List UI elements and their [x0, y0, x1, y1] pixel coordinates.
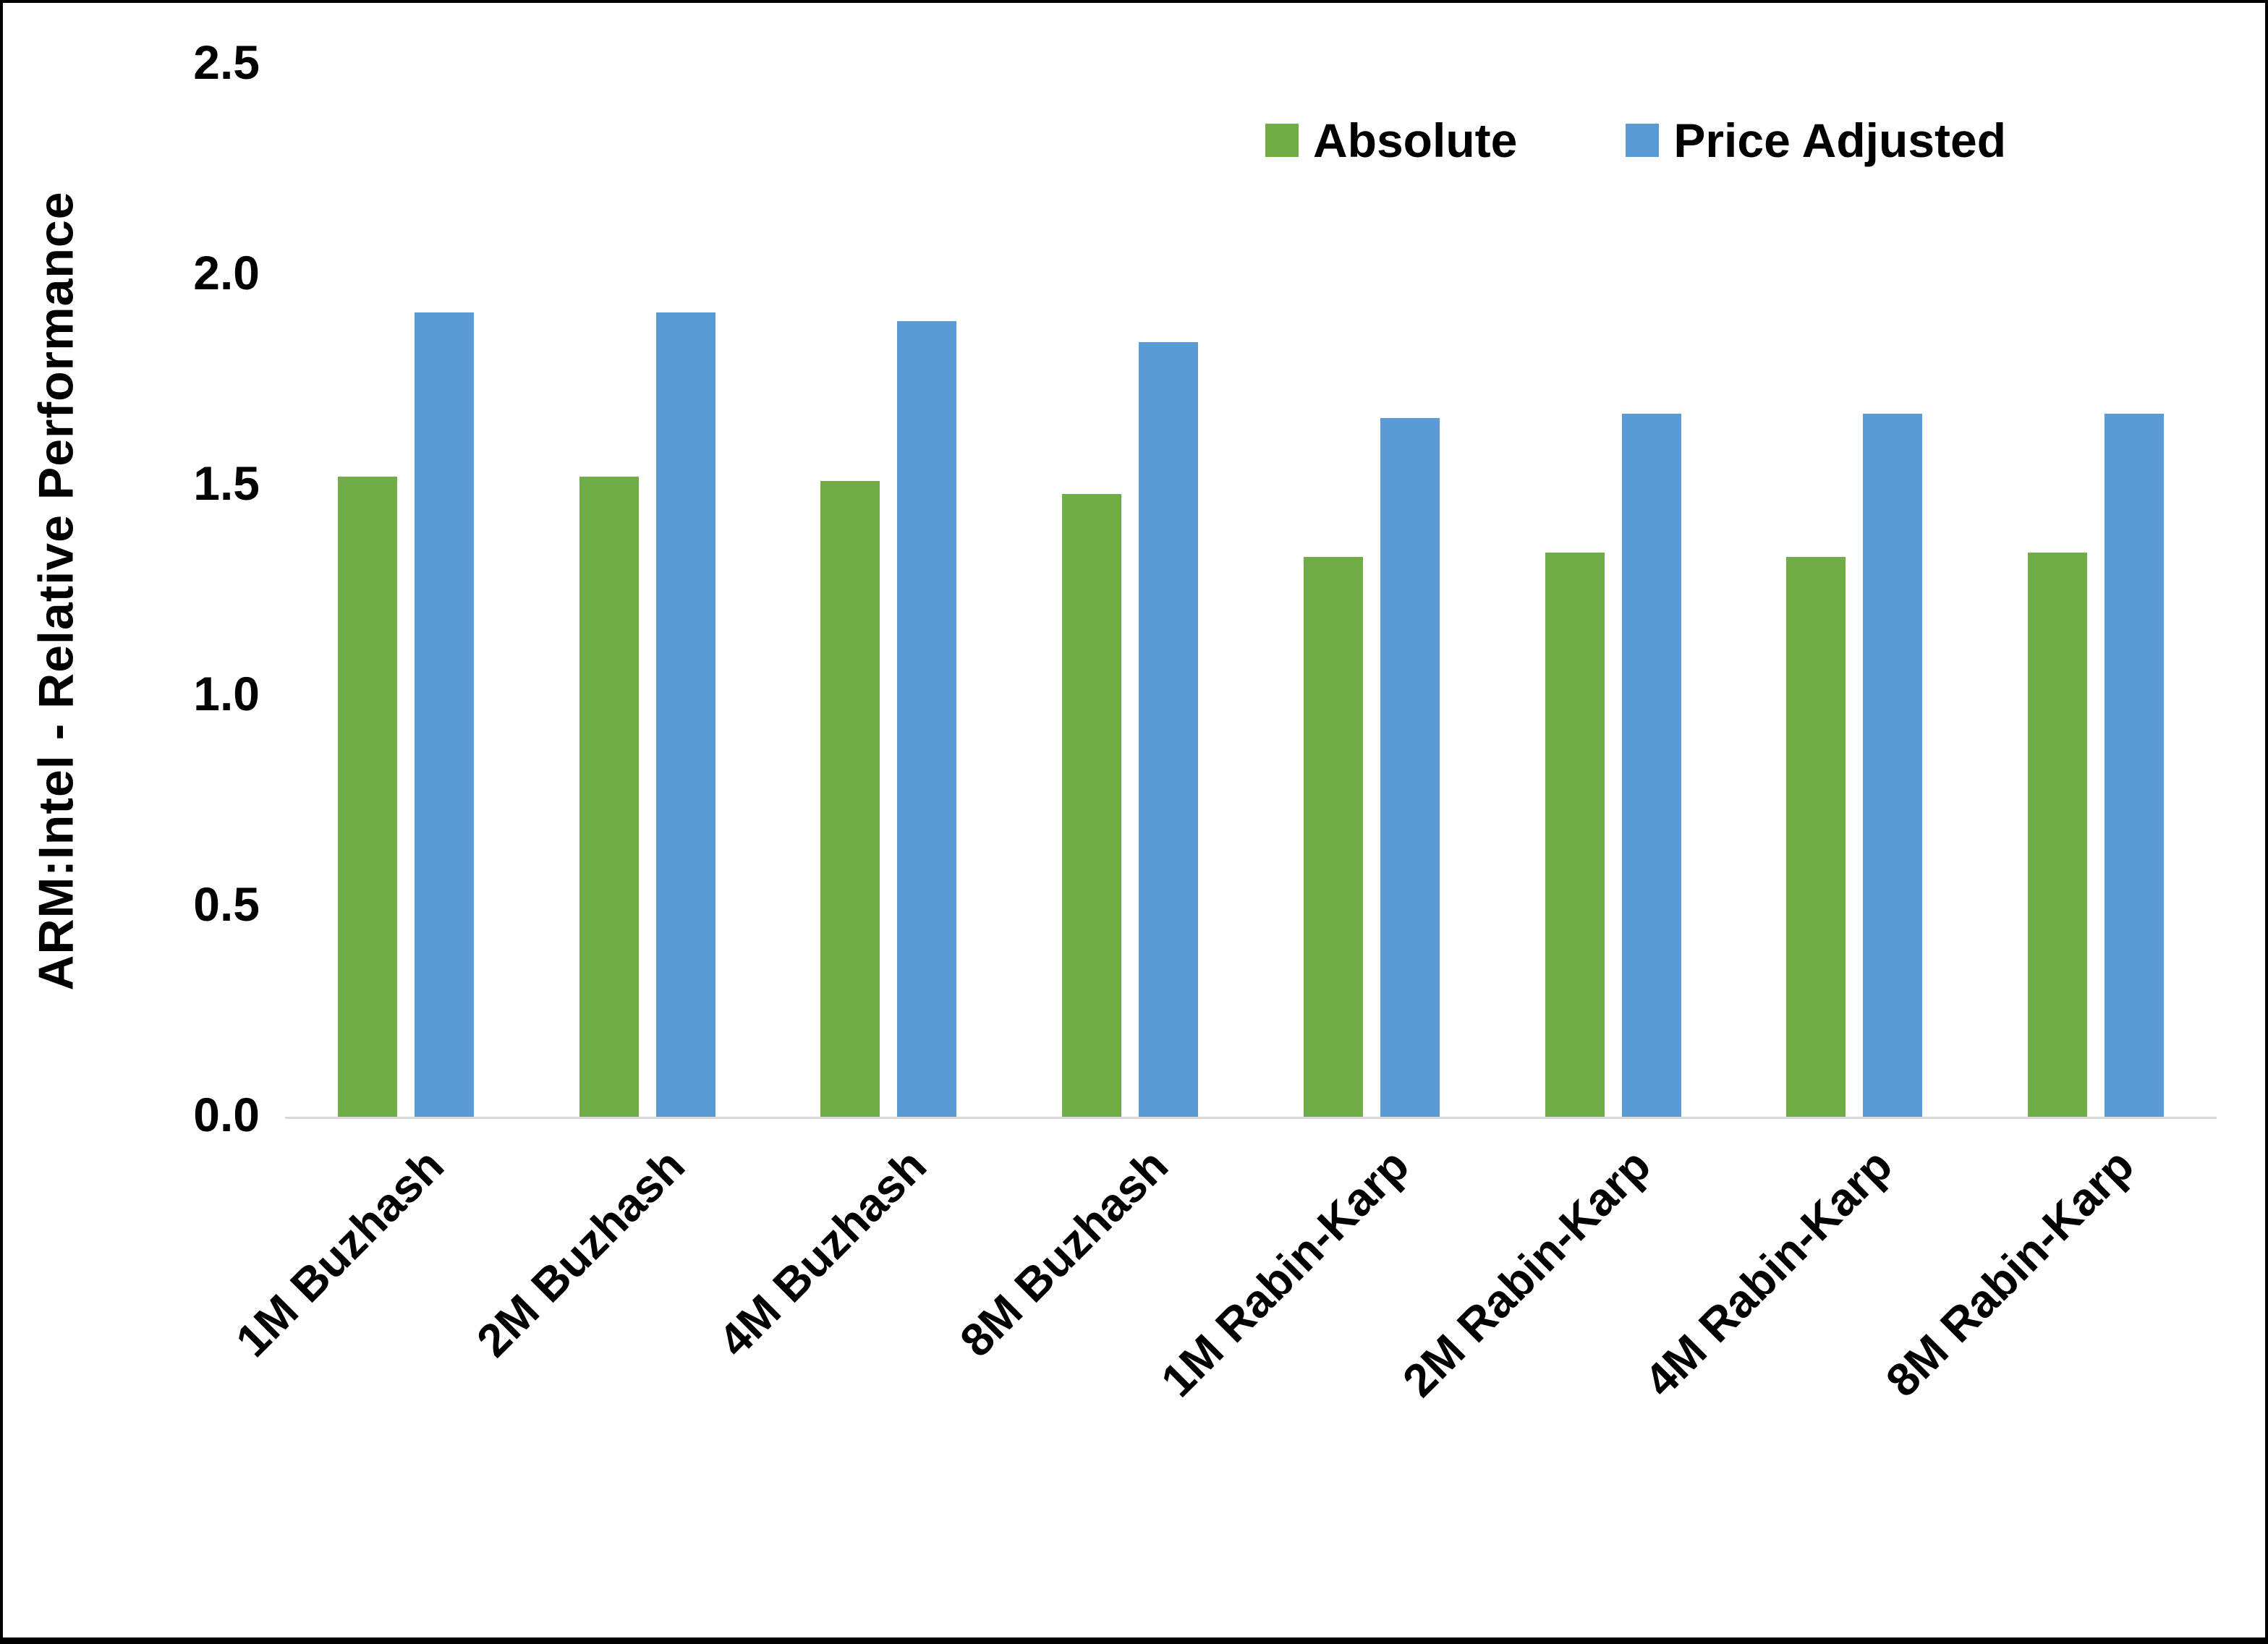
legend-item-absolute: Absolute	[1265, 113, 1517, 168]
legend-item-price-adjusted: Price Adjusted	[1626, 113, 2006, 168]
y-tick-label: 2.5	[193, 35, 260, 89]
legend-swatch-price-adjusted	[1626, 124, 1660, 157]
legend: Absolute Price Adjusted	[1265, 113, 2006, 168]
y-tick-label: 1.0	[193, 666, 260, 720]
y-tick-label: 0.5	[193, 877, 260, 931]
bar-price-adjusted-2m-buzhash	[655, 312, 715, 1117]
bar-price-adjusted-4m-buzhash	[897, 321, 957, 1117]
y-tick-label: 0.0	[193, 1087, 260, 1141]
legend-swatch-absolute	[1265, 124, 1299, 157]
bar-price-adjusted-1m-buzhash	[414, 312, 474, 1117]
y-tick-label: 1.5	[193, 456, 260, 510]
bar-absolute-8m-buzhash	[1062, 493, 1122, 1117]
bar-price-adjusted-8m-buzhash	[1139, 342, 1199, 1117]
bar-absolute-4m-buzhash	[820, 481, 880, 1117]
legend-label: Absolute	[1313, 114, 1518, 167]
bar-absolute-8m-rabin-karp	[2028, 553, 2088, 1117]
bar-absolute-2m-buzhash	[579, 477, 639, 1117]
bar-price-adjusted-4m-rabin-karp	[1863, 414, 1923, 1117]
bar-absolute-2m-rabin-karp	[1545, 553, 1605, 1117]
bar-price-adjusted-1m-rabin-karp	[1380, 417, 1440, 1117]
legend-label: Price Adjusted	[1673, 114, 2007, 167]
bar-price-adjusted-8m-rabin-karp	[2105, 414, 2165, 1117]
y-tick-label: 2.0	[193, 245, 260, 299]
bar-price-adjusted-2m-rabin-karp	[1621, 414, 1681, 1117]
x-axis-line	[285, 1117, 2217, 1119]
bar-absolute-4m-rabin-karp	[1786, 556, 1846, 1117]
bar-absolute-1m-rabin-karp	[1303, 556, 1363, 1117]
bar-absolute-1m-buzhash	[337, 477, 397, 1117]
plot-area	[3, 3, 2265, 1637]
